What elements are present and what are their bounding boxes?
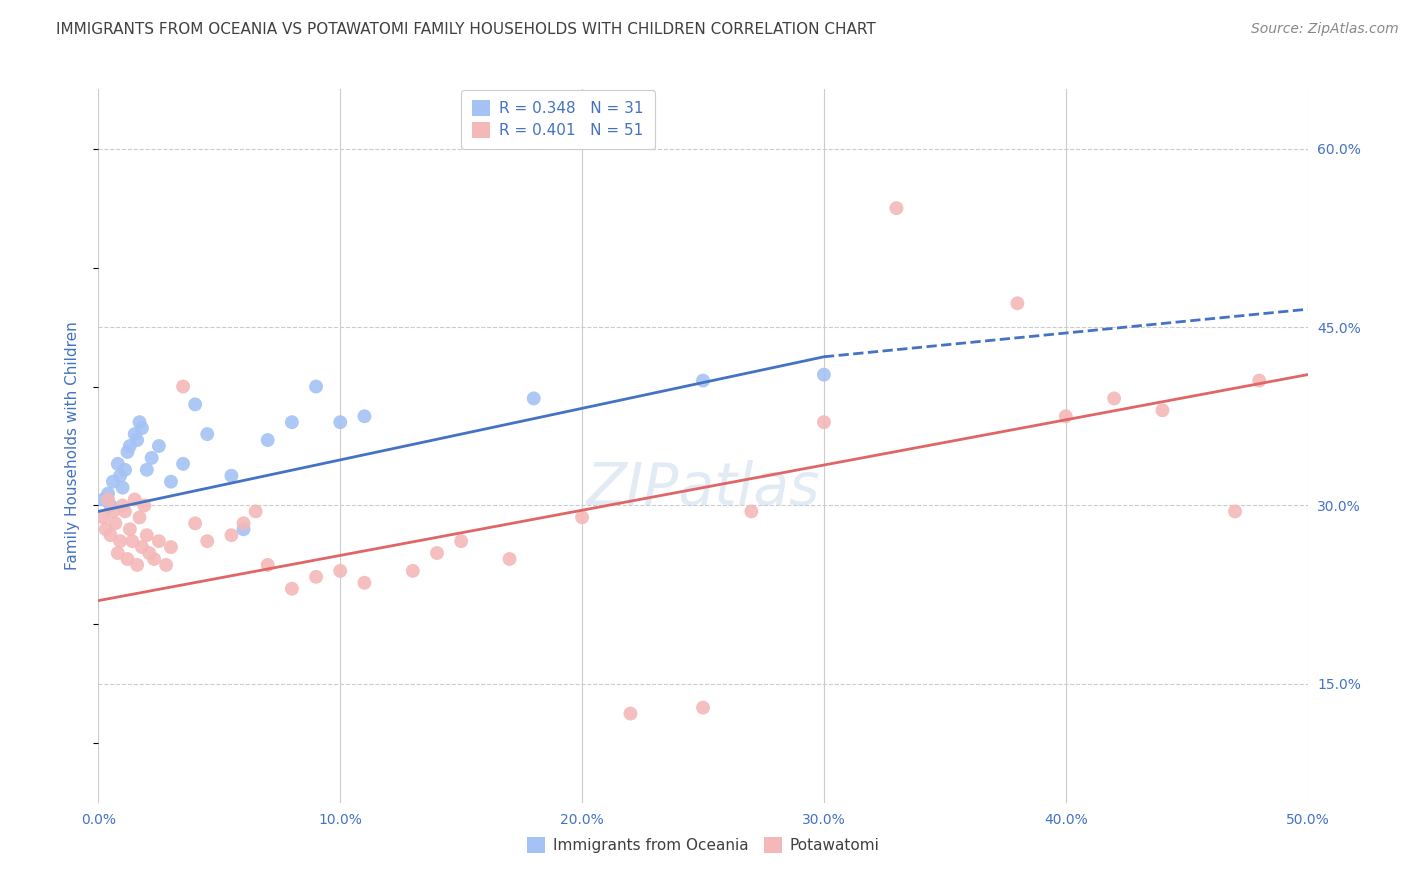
Point (121, 534, 143, 549)
Point (114, 504, 136, 518)
Point (141, 450, 163, 465)
Point (124, 427, 146, 442)
Point (124, 492, 146, 507)
Point (107, 546, 129, 560)
Point (245, 504, 267, 518)
Point (281, 582, 304, 596)
Point (127, 558, 149, 572)
Point (118, 522, 141, 536)
Point (221, 468, 243, 483)
Point (426, 546, 449, 560)
Point (148, 534, 170, 549)
Point (160, 475, 183, 489)
Point (305, 570, 328, 584)
Text: IMMIGRANTS FROM OCEANIA VS POTAWATOMI FAMILY HOUSEHOLDS WITH CHILDREN CORRELATIO: IMMIGRANTS FROM OCEANIA VS POTAWATOMI FA… (56, 22, 876, 37)
Point (184, 516, 207, 531)
Point (108, 534, 131, 549)
Legend: Immigrants from Oceania, Potawatomi: Immigrants from Oceania, Potawatomi (520, 831, 886, 859)
Point (281, 415, 304, 429)
Point (232, 516, 254, 531)
Point (256, 433, 278, 447)
Point (305, 379, 328, 393)
Point (402, 564, 425, 578)
Point (118, 439, 141, 453)
Point (172, 379, 194, 393)
Point (97, 492, 120, 507)
Point (91, 510, 114, 524)
Point (111, 481, 134, 495)
Point (523, 392, 546, 406)
Point (108, 468, 131, 483)
Point (1007, 296, 1029, 310)
Point (97, 486, 120, 500)
Y-axis label: Family Households with Children: Family Households with Children (65, 322, 80, 570)
Point (1223, 504, 1246, 518)
Point (104, 516, 127, 531)
Point (160, 540, 183, 554)
Point (101, 475, 124, 489)
Point (100, 499, 122, 513)
Point (221, 528, 243, 542)
Point (131, 421, 153, 435)
Point (101, 504, 124, 518)
Point (143, 552, 166, 566)
Point (94, 522, 117, 536)
Text: ZIPatlas: ZIPatlas (586, 460, 820, 517)
Point (1102, 392, 1125, 406)
Point (353, 575, 375, 590)
Point (131, 540, 153, 554)
Point (571, 510, 593, 524)
Point (107, 457, 129, 471)
Point (172, 457, 194, 471)
Point (135, 463, 157, 477)
Point (329, 415, 352, 429)
Point (740, 504, 762, 518)
Point (692, 700, 714, 714)
Point (1054, 409, 1077, 424)
Point (128, 415, 150, 429)
Point (813, 415, 835, 429)
Point (138, 546, 160, 560)
Point (114, 463, 136, 477)
Point (1152, 403, 1174, 417)
Text: Source: ZipAtlas.com: Source: ZipAtlas.com (1251, 22, 1399, 37)
Point (184, 397, 207, 411)
Point (232, 522, 254, 536)
Point (111, 499, 134, 513)
Point (148, 439, 170, 453)
Point (91, 492, 114, 507)
Point (155, 558, 177, 572)
Point (100, 528, 122, 542)
Point (619, 706, 641, 721)
Point (195, 534, 218, 549)
Point (353, 409, 375, 424)
Point (256, 558, 278, 572)
Point (886, 201, 908, 215)
Point (195, 427, 218, 442)
Point (1249, 374, 1271, 388)
Point (498, 552, 520, 566)
Point (117, 552, 139, 566)
Point (127, 433, 149, 447)
Point (692, 374, 714, 388)
Point (128, 510, 150, 524)
Point (117, 445, 139, 459)
Point (134, 499, 156, 513)
Point (813, 368, 835, 382)
Point (329, 564, 352, 578)
Point (135, 528, 157, 542)
Point (450, 534, 472, 549)
